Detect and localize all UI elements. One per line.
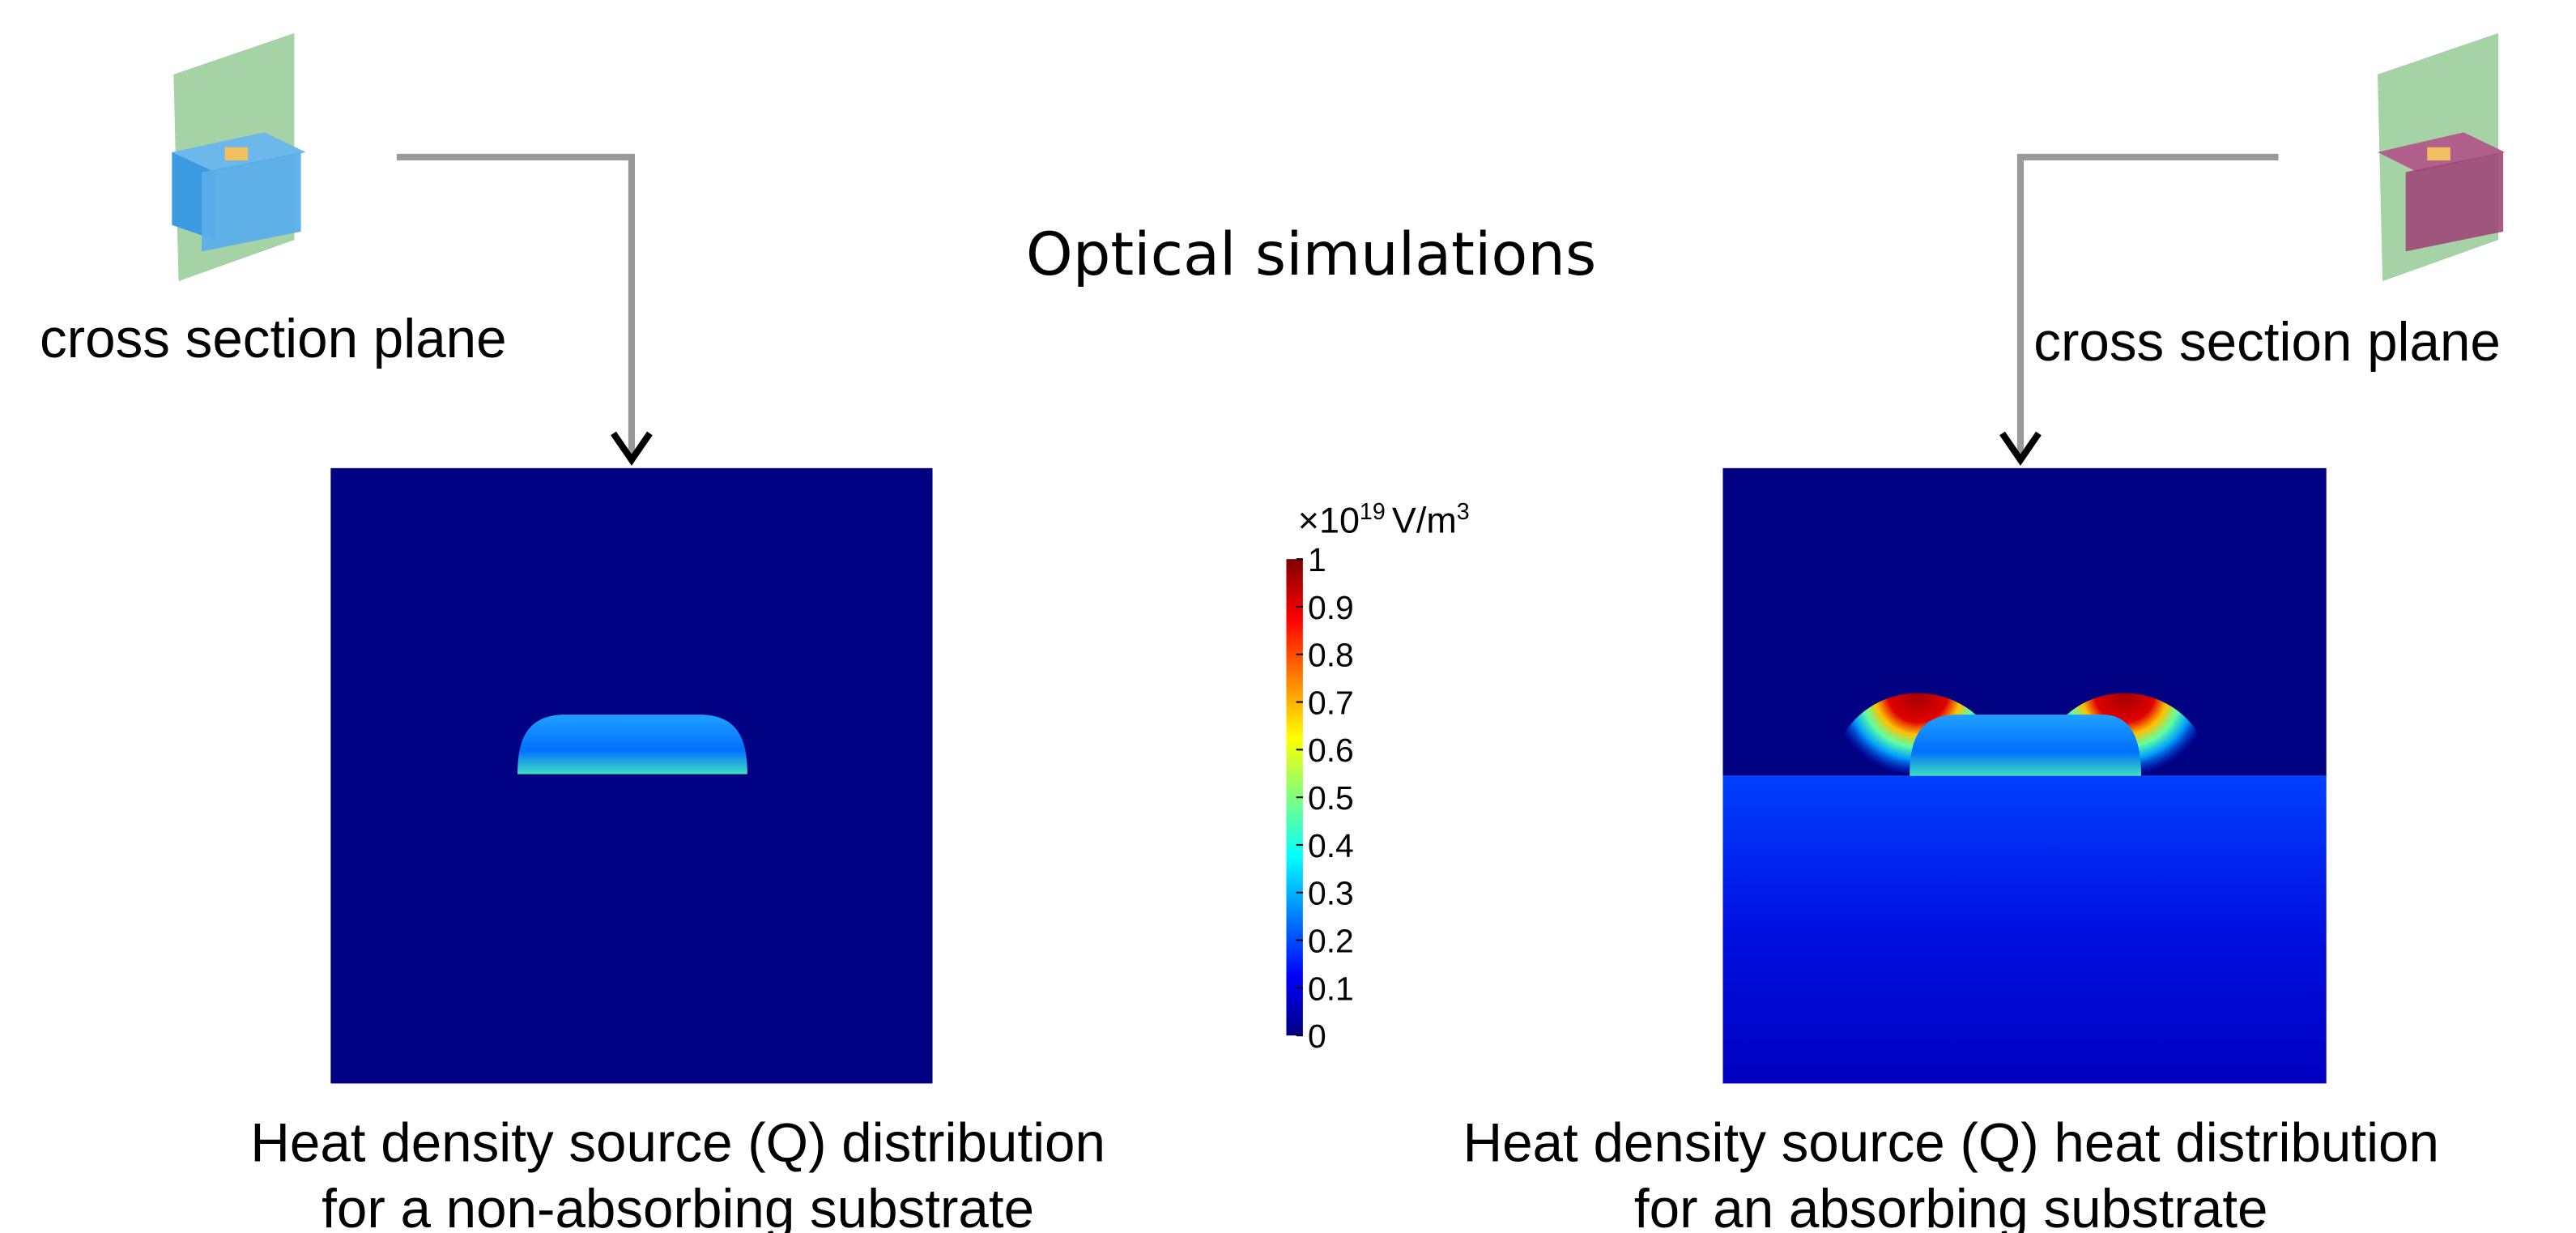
colorbar-tick-label: 0 (1308, 1018, 1326, 1055)
colorbar-tick-label: 0.2 (1308, 922, 1354, 959)
right-label: cross section plane (2033, 312, 2501, 373)
figure: cross section plane cross section plane … (0, 0, 2576, 1233)
right-caption: for an absorbing substrate (1634, 1179, 2268, 1233)
right-icon (2378, 33, 2505, 281)
unit: V/m (1392, 499, 1457, 540)
left-panel (330, 468, 932, 1084)
colorbar-tick-label: 0.6 (1308, 732, 1354, 769)
right-caption: Heat density source (Q) heat distributio… (1463, 1112, 2439, 1173)
colorbar-tick-label: 0.9 (1308, 589, 1354, 626)
colorbar-tick-label: 0.1 (1308, 970, 1354, 1007)
colorbar-tick-label: 1 (1308, 541, 1326, 578)
left-caption: for a non-absorbing substrate (321, 1179, 1034, 1233)
left-caption: Heat density source (Q) distribution (250, 1112, 1105, 1173)
title: Optical simulations (1026, 220, 1596, 289)
unit-exponent: 3 (1457, 499, 1470, 525)
multiplier: ×10 (1298, 499, 1360, 540)
left-icon (172, 33, 305, 281)
arrow-head (613, 433, 2038, 460)
arrow (397, 157, 2278, 455)
exponent: 19 (1360, 499, 1386, 525)
colorbar-tick-label: 0.5 (1308, 779, 1354, 817)
colorbar-tick-label: 0.8 (1308, 637, 1354, 674)
colorbar-tick-label: 0.3 (1308, 875, 1354, 912)
colorbar-tick-label: 0.7 (1308, 684, 1354, 721)
left-label: cross section plane (40, 309, 507, 369)
right-panel (1722, 468, 2326, 1084)
colorbar-tick-label: 0.4 (1308, 827, 1354, 864)
